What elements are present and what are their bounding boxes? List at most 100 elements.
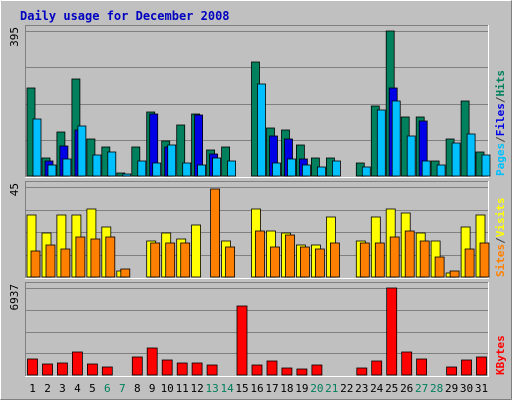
x-tick-label: 4 [74, 382, 81, 395]
bar-sites [105, 236, 116, 278]
bar-kbytes [281, 367, 293, 376]
bar-sites [329, 242, 340, 278]
panel-visits-sites: 45 Sites/Visits [8, 181, 507, 279]
x-tick-label: 15 [235, 382, 248, 395]
x-tick-label: 13 [205, 382, 218, 395]
bar-sites [270, 246, 280, 278]
bar-sites [180, 242, 191, 278]
bar-pages [227, 160, 237, 177]
bar-pages [257, 83, 266, 177]
legend-item: Visits [494, 198, 507, 238]
bar-pages [331, 160, 341, 177]
panel-kbytes: 6937 KBytes [8, 282, 507, 377]
bar-pages [182, 162, 192, 177]
bar-pages [421, 160, 431, 177]
bar-pages [167, 144, 177, 177]
legend-item: KBytes [494, 335, 507, 375]
bar-kbytes [311, 364, 323, 376]
bar-kbytes [176, 362, 188, 376]
bar-pages [32, 118, 42, 177]
y-max-label: 6937 [8, 284, 21, 311]
x-tick-label: 22 [340, 382, 353, 395]
legend-item: Sites [494, 244, 507, 277]
bar-kbytes [206, 364, 218, 376]
legend: Pages/Files/Hits [494, 70, 507, 176]
x-tick-label: 6 [104, 382, 111, 395]
bar-kbytes [371, 360, 383, 376]
bar-sites [75, 236, 86, 278]
bar-sites [449, 270, 460, 278]
legend-item: / [494, 237, 507, 244]
bar-pages [122, 173, 132, 177]
bar-kbytes [42, 363, 53, 376]
legend: Sites/Visits [494, 198, 507, 278]
bar-sites [225, 246, 236, 278]
bar-sites [165, 242, 176, 278]
x-tick-label: 1 [29, 382, 36, 395]
bar-pages [272, 162, 281, 177]
x-tick-label: 31 [475, 382, 488, 395]
bar-kbytes [266, 360, 278, 376]
bar-sites [464, 248, 475, 278]
bar-sites [60, 248, 71, 278]
bar-pages [436, 164, 446, 177]
bar-visits [191, 224, 202, 278]
bar-sites [285, 234, 295, 278]
x-tick-label: 16 [250, 382, 263, 395]
bar-kbytes [386, 287, 398, 376]
bar-pages [451, 142, 461, 177]
x-tick-label: 23 [355, 382, 368, 395]
y-max-label: 395 [8, 27, 21, 47]
bar-hits [176, 124, 186, 177]
x-tick-label: 21 [325, 382, 338, 395]
bar-kbytes [57, 362, 68, 376]
bar-kbytes [131, 356, 143, 376]
x-tick-label: 5 [89, 382, 96, 395]
bar-pages [77, 125, 87, 177]
bar-pages [481, 154, 491, 177]
bar-kbytes [101, 366, 113, 376]
x-tick-label: 3 [59, 382, 66, 395]
bar-kbytes [401, 351, 413, 376]
bar-sites [404, 230, 415, 278]
bar-sites [419, 240, 430, 278]
legend-item: Hits [494, 70, 507, 97]
x-tick-label: 27 [415, 382, 428, 395]
chart-title: Daily usage for December 2008 [20, 9, 230, 23]
bar-pages [47, 164, 57, 177]
x-tick-label: 26 [400, 382, 413, 395]
x-tick-label: 10 [161, 382, 174, 395]
bar-pages [361, 166, 371, 177]
legend-item: / [494, 136, 507, 143]
bar-sites [30, 250, 41, 278]
bar-sites [434, 256, 445, 278]
x-tick-label: 11 [176, 382, 189, 395]
bar-sites [374, 242, 385, 278]
bar-pages [466, 133, 476, 177]
bar-kbytes [251, 364, 263, 376]
bar-kbytes [461, 359, 472, 376]
bar-kbytes [236, 305, 248, 376]
x-tick-label: 30 [460, 382, 473, 395]
bar-pages [316, 166, 326, 177]
x-tick-label: 25 [385, 382, 398, 395]
y-max-label: 45 [8, 183, 21, 196]
x-tick-label: 9 [149, 382, 156, 395]
x-tick-label: 7 [119, 382, 126, 395]
x-tick-label: 12 [190, 382, 203, 395]
bar-kbytes [27, 358, 38, 376]
x-tick-label: 20 [310, 382, 323, 395]
bar-pages [92, 154, 102, 177]
x-tick-label: 24 [370, 382, 384, 395]
bar-kbytes [191, 362, 203, 376]
x-tick-label: 8 [134, 382, 141, 395]
bar-sites [150, 242, 161, 278]
bar-kbytes [446, 366, 458, 376]
x-tick-label: 28 [430, 382, 443, 395]
bar-kbytes [161, 359, 173, 376]
bar-kbytes [72, 351, 83, 376]
bar-kbytes [356, 367, 368, 376]
